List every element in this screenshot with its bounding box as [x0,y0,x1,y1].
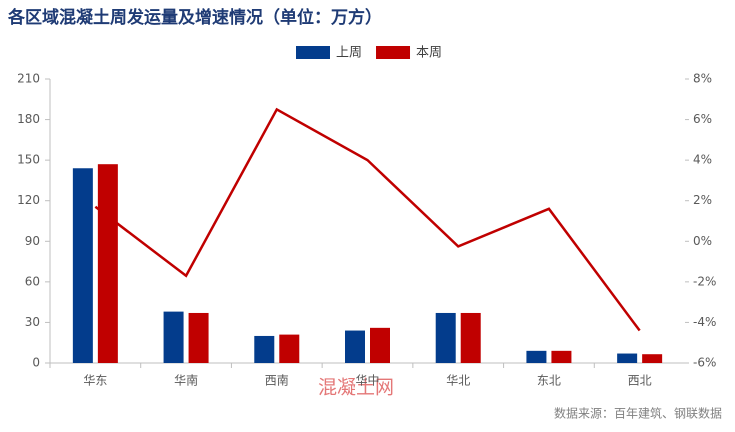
bar [460,312,481,363]
y2-tick-label: 6% [693,112,712,126]
y2-tick-label: 8% [693,72,712,86]
y-tick-label: 210 [17,72,40,86]
y-tick-label: 30 [25,315,40,329]
y-tick-label: 90 [25,234,40,248]
y2-tick-label: 0% [693,234,712,248]
x-tick-label: 华中 [355,373,379,388]
bar [279,334,300,363]
y2-tick-label: -2% [693,274,716,288]
y-tick-label: 150 [17,153,40,167]
y2-tick-label: 2% [693,193,712,207]
bar [254,335,275,363]
y2-tick-label: -6% [693,356,716,370]
y-tick-label: 120 [17,193,40,207]
line-series [94,107,641,332]
bar [188,312,209,363]
x-tick-label: 西南 [265,373,289,388]
x-tick-label: 华南 [174,373,198,388]
source-note: 数据来源：百年建筑、钢联数据 [554,406,722,421]
x-tick-label: 东北 [537,374,561,388]
bar [163,311,184,363]
bar [551,350,572,363]
x-tick-label: 华东 [83,374,107,388]
y2-tick-label: -4% [693,315,716,329]
bar [617,353,638,363]
x-tick-label: 华北 [446,374,470,388]
legend-label: 上周 [336,46,362,61]
y-tick-label: 180 [17,112,40,126]
chart-title: 各区域混凝土周发运量及增速情况（单位：万方） [7,7,382,28]
y-tick-label: 0 [32,356,40,370]
legend-label: 本周 [416,46,442,61]
x-tick-label: 西北 [628,374,652,388]
bar [370,327,390,363]
watermark: 混凝土网 [318,377,394,399]
bar [72,168,93,363]
bar [97,164,118,363]
bar [526,350,547,363]
bar [435,312,456,363]
legend-swatch [376,46,411,59]
bar [345,330,365,363]
legend-swatch [296,46,330,59]
y2-tick-label: 4% [693,153,712,167]
bar [642,354,663,363]
y-tick-label: 60 [25,274,40,288]
